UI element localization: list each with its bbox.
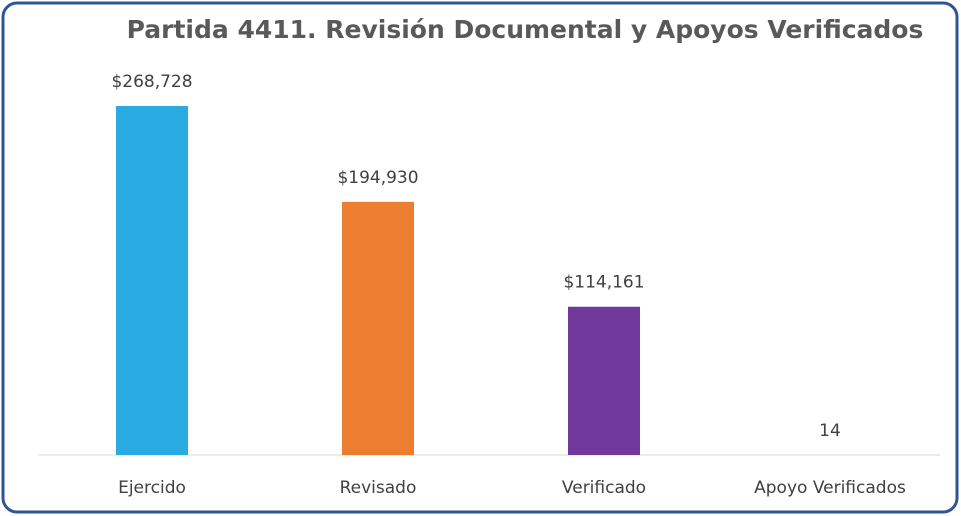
bar	[342, 201, 414, 455]
x-tick-label: Ejercido	[118, 478, 186, 498]
chart-title: Partida 4411. Revisión Documental y Apoy…	[127, 15, 924, 44]
x-tick-label: Revisado	[340, 478, 417, 498]
bar	[116, 106, 188, 455]
x-tick-label: Apoyo Verificados	[754, 478, 906, 498]
bar	[568, 306, 640, 455]
value-label: $268,728	[111, 72, 192, 92]
value-label: $114,161	[563, 273, 644, 293]
x-tick-label: Verificado	[562, 478, 646, 498]
value-label: 14	[819, 421, 841, 441]
value-label: $194,930	[337, 168, 418, 188]
